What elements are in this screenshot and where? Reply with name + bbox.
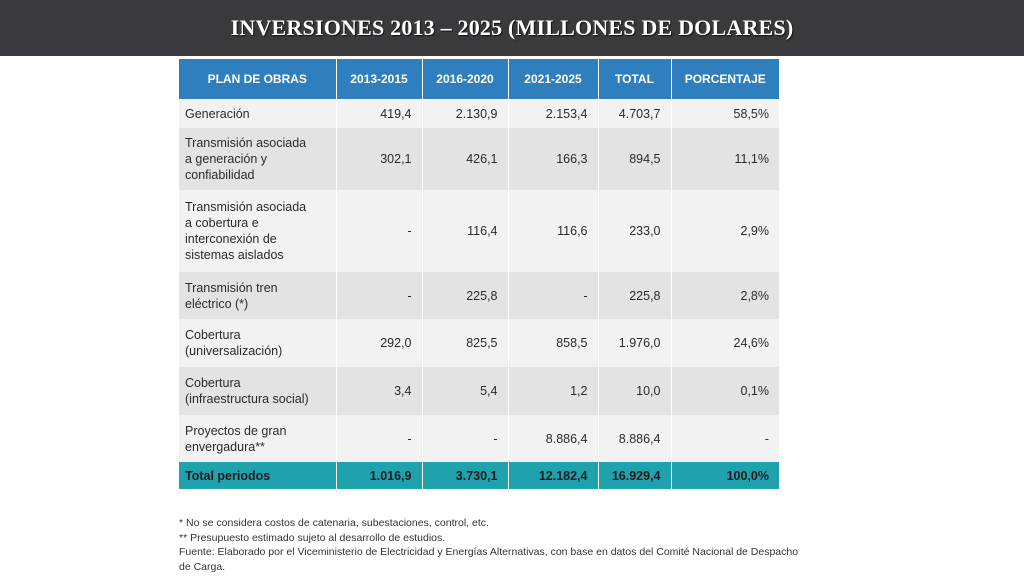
table-cell: 225,8	[598, 272, 672, 319]
row-label: Proyectos de gran envergadura**	[179, 415, 337, 462]
table-cell: 426,1	[422, 128, 509, 190]
table-cell: 1.976,0	[598, 319, 672, 367]
table-cell: -	[336, 272, 423, 319]
header-2021-2025: 2021-2025	[508, 59, 599, 99]
slide-title: INVERSIONES 2013 – 2025 (MILLONES DE DOL…	[230, 15, 794, 40]
table-cell: 3,4	[336, 367, 423, 415]
footnotes: * No se considera costos de catenaria, s…	[179, 516, 799, 574]
table-cell: 5,4	[422, 367, 509, 415]
investment-table: PLAN DE OBRAS 2013-2015 2016-2020 2021-2…	[179, 59, 779, 489]
table-cell: 11,1%	[671, 128, 779, 190]
header-plan-de-obras: PLAN DE OBRAS	[179, 59, 337, 99]
table-cell: 292,0	[336, 319, 423, 367]
table-cell: 858,5	[508, 319, 599, 367]
table-cell: -	[671, 415, 779, 462]
table-cell: 302,1	[336, 128, 423, 190]
title-bar: INVERSIONES 2013 – 2025 (MILLONES DE DOL…	[0, 0, 1024, 56]
header-total: TOTAL	[598, 59, 672, 99]
total-cell: 12.182,4	[508, 462, 599, 489]
total-cell: 16.929,4	[598, 462, 672, 489]
table-row: Transmisión asociada a generación y conf…	[179, 128, 779, 190]
row-label: Transmisión asociada a cobertura e inter…	[179, 190, 337, 272]
table-row: Proyectos de gran envergadura** - -8.886,4…	[179, 415, 779, 462]
header-porcentaje: PORCENTAJE	[671, 59, 779, 99]
table-cell: 419,4	[336, 99, 423, 128]
table-cell: 116,4	[422, 190, 509, 272]
table-cell: 2.130,9	[422, 99, 509, 128]
table-cell: -	[336, 415, 423, 462]
table-cell: 2,8%	[671, 272, 779, 319]
table-cell: 0,1%	[671, 367, 779, 415]
total-row: Total periodos 1.016,9 3.730,1 12.182,4 …	[179, 462, 779, 489]
table-row: Generación 419,4 2.130,9 2.153,4 4.703,7 58,5…	[179, 99, 779, 128]
table-cell: 10,0	[598, 367, 672, 415]
table-cell: -	[508, 272, 599, 319]
row-label: Cobertura (universalización)	[179, 319, 337, 367]
row-label: Transmisión asociada a generación y conf…	[179, 128, 337, 190]
table-cell: 116,6	[508, 190, 599, 272]
header-2013-2015: 2013-2015	[336, 59, 423, 99]
table-cell: -	[336, 190, 423, 272]
table-cell: 8.886,4	[508, 415, 599, 462]
table-row: Cobertura (infraestructura social) 3,4 5,4…	[179, 367, 779, 415]
footnote-double-asterisk: ** Presupuesto estimado sujeto al desarr…	[179, 531, 446, 544]
row-label: Generación	[179, 99, 337, 128]
header-2016-2020: 2016-2020	[422, 59, 509, 99]
table-cell: 825,5	[422, 319, 509, 367]
table-cell: 4.703,7	[598, 99, 672, 128]
table-header-row: PLAN DE OBRAS 2013-2015 2016-2020 2021-2…	[179, 59, 779, 99]
table-cell: 8.886,4	[598, 415, 672, 462]
table-row: Transmisión tren eléctrico (*) -225,8-225…	[179, 272, 779, 319]
row-label: Transmisión tren eléctrico (*)	[179, 272, 337, 319]
table-cell: 58,5%	[671, 99, 779, 128]
table-cell: 2.153,4	[508, 99, 599, 128]
table-cell: 2,9%	[671, 190, 779, 272]
total-label: Total periodos	[179, 462, 337, 489]
table-cell: -	[422, 415, 509, 462]
table-cell: 233,0	[598, 190, 672, 272]
row-label: Cobertura (infraestructura social)	[179, 367, 337, 415]
total-cell: 1.016,9	[336, 462, 423, 489]
table-cell: 24,6%	[671, 319, 779, 367]
table-cell: 894,5	[598, 128, 672, 190]
total-cell: 3.730,1	[422, 462, 509, 489]
table-row: Cobertura (universalización) 292,0 825,5 85…	[179, 319, 779, 367]
total-cell: 100,0%	[671, 462, 779, 489]
table-cell: 1,2	[508, 367, 599, 415]
footnote-asterisk: * No se considera costos de catenaria, s…	[179, 517, 489, 529]
table-cell: 225,8	[422, 272, 509, 319]
table-row: Transmisión asociada a cobertura e inter…	[179, 190, 779, 272]
table-cell: 166,3	[508, 128, 599, 190]
footnote-source: Fuente: Elaborado por el Viceministerio …	[179, 546, 799, 573]
